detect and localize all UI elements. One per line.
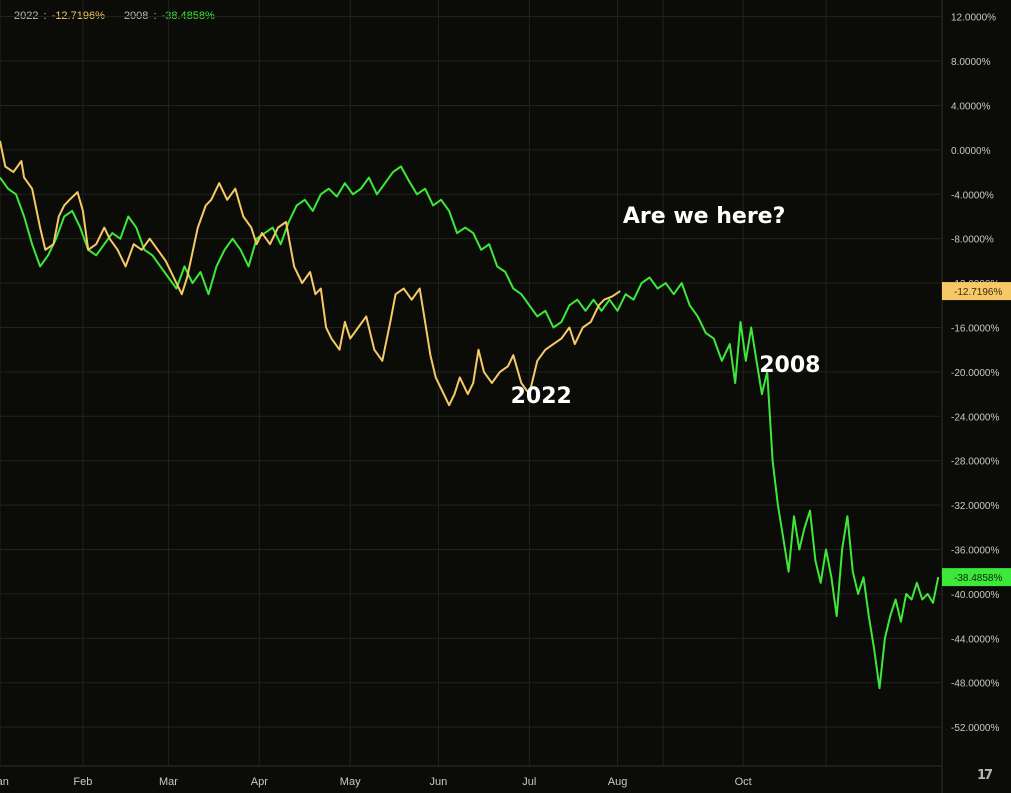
series-line-2008[interactable] [0,165,940,690]
y-tick-label: -4.0000% [951,190,994,201]
y-tick-label: -20.0000% [951,368,999,379]
annotation-text: Are we here? [623,204,785,229]
last-value-2022-badge [942,282,1011,301]
last-value-labels: -12.7196% -38.4858% [942,282,1011,587]
x-tick-label: May [340,776,361,788]
legend-2008-name: 2008 [123,10,149,22]
series-lines [0,140,940,690]
x-tick-label: Jan [0,776,9,788]
chart-legend: 2022 : -12.7196% 2008 : -38.4858% [14,10,217,22]
last-value-2008-badge [942,568,1011,587]
y-tick-label: -40.0000% [951,590,999,601]
y-tick-label: -32.0000% [951,501,999,512]
x-tick-label: Jul [522,776,536,788]
last-value-2008-label: -38.4858% [954,573,1002,584]
legend-2022-value: -12.7196% [51,10,105,22]
y-tick-label: -48.0000% [951,679,999,690]
y-tick-label: 0.0000% [951,146,991,157]
x-tick-label: Aug [608,776,628,788]
x-tick-label: Oct [735,776,752,788]
legend-2022-name: 2022 [14,10,39,22]
x-tick-label: Apr [251,776,268,788]
annotation-text: 2022 [511,384,572,409]
y-tick-label: -16.0000% [951,323,999,334]
y-tick-label: 8.0000% [951,57,991,68]
y-tick-label: -8.0000% [951,235,994,246]
y-tick-label: -24.0000% [951,412,999,423]
legend-2008-value: -38.4858% [161,10,215,22]
x-tick-label: Mar [159,776,178,788]
last-value-2022-label: -12.7196% [954,287,1002,298]
annotation-text: 2008 [759,353,820,378]
y-tick-label: 12.0000% [951,13,996,24]
tradingview-logo-icon[interactable]: 17 [977,768,993,783]
grid-lines [0,0,941,766]
legend-2022-separator: : [40,10,50,22]
annotations: Are we here? 2022 2008 [511,204,821,409]
y-tick-label: 4.0000% [951,101,991,112]
series-line-2022[interactable] [0,140,621,407]
legend-2008-separator: : [150,10,160,22]
x-tick-label: Jun [430,776,448,788]
y-tick-label: -52.0000% [951,723,999,734]
x-tick-label: Feb [73,776,92,788]
y-tick-label: -36.0000% [951,546,999,557]
y-tick-label: -44.0000% [951,634,999,645]
y-tick-label: -28.0000% [951,457,999,468]
